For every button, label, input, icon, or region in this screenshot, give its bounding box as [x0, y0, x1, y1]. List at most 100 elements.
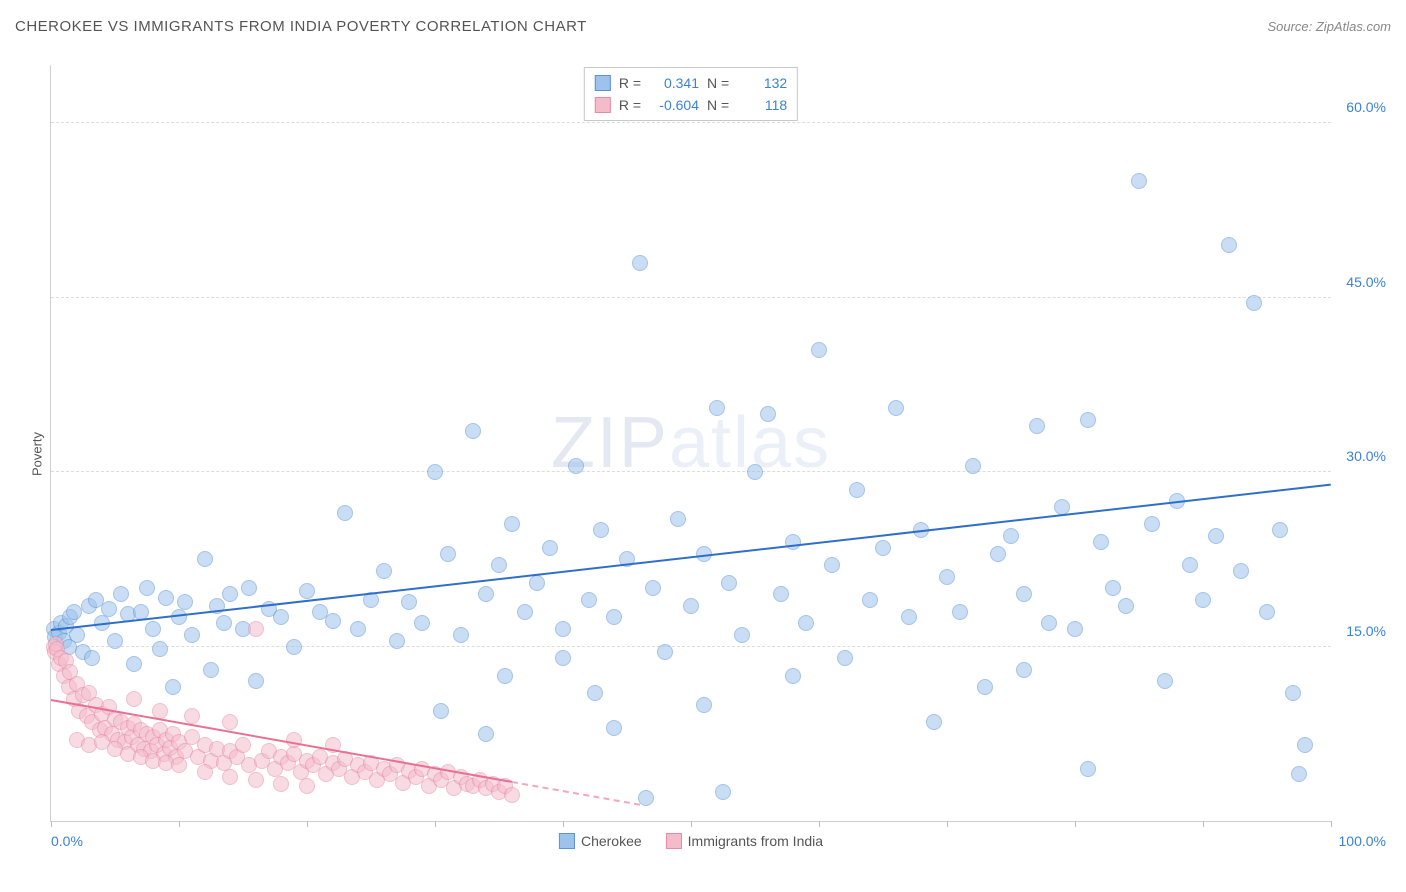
legend-swatch: [559, 833, 575, 849]
data-point: [453, 627, 469, 643]
data-point: [126, 691, 142, 707]
data-point: [1093, 534, 1109, 550]
data-point: [645, 580, 661, 596]
data-point: [248, 772, 264, 788]
data-point: [1003, 528, 1019, 544]
data-point: [529, 575, 545, 591]
data-point: [427, 464, 443, 480]
data-point: [504, 516, 520, 532]
data-point: [1195, 592, 1211, 608]
series-swatch: [595, 97, 611, 113]
data-point: [1016, 586, 1032, 602]
data-point: [66, 604, 82, 620]
data-point: [491, 557, 507, 573]
data-point: [1221, 237, 1237, 253]
data-point: [1157, 673, 1173, 689]
stats-row: R =-0.604N =118: [595, 94, 787, 116]
correlation-stats-box: R =0.341N =132R =-0.604N =118: [584, 67, 798, 121]
legend-swatch: [666, 833, 682, 849]
data-point: [555, 621, 571, 637]
n-label: N =: [707, 94, 729, 116]
y-tick-label: 15.0%: [1346, 623, 1386, 639]
chart-area: Poverty ZIPatlas R =0.341N =132R =-0.604…: [50, 55, 1391, 852]
data-point: [1291, 766, 1307, 782]
data-point: [184, 708, 200, 724]
chart-title: CHEROKEE VS IMMIGRANTS FROM INDIA POVERT…: [15, 18, 587, 35]
x-tick-mark: [179, 821, 180, 827]
data-point: [101, 601, 117, 617]
data-point: [286, 639, 302, 655]
data-point: [504, 787, 520, 803]
trend-line-extrapolated: [512, 781, 640, 806]
data-point: [299, 583, 315, 599]
data-point: [888, 400, 904, 416]
data-point: [1144, 516, 1160, 532]
data-point: [1246, 295, 1262, 311]
data-point: [965, 458, 981, 474]
data-point: [773, 586, 789, 602]
data-point: [248, 673, 264, 689]
chart-header: CHEROKEE VS IMMIGRANTS FROM INDIA POVERT…: [15, 18, 1391, 35]
data-point: [593, 522, 609, 538]
data-point: [785, 668, 801, 684]
data-point: [760, 406, 776, 422]
data-point: [433, 703, 449, 719]
data-point: [1182, 557, 1198, 573]
data-point: [139, 580, 155, 596]
data-point: [158, 590, 174, 606]
data-point: [184, 627, 200, 643]
data-point: [145, 621, 161, 637]
data-point: [165, 679, 181, 695]
data-point: [1285, 685, 1301, 701]
data-point: [171, 609, 187, 625]
data-point: [875, 540, 891, 556]
data-point: [657, 644, 673, 660]
data-point: [1118, 598, 1134, 614]
data-point: [824, 557, 840, 573]
data-point: [376, 563, 392, 579]
data-point: [113, 586, 129, 602]
data-point: [709, 400, 725, 416]
legend-item: Cherokee: [559, 833, 642, 849]
data-point: [69, 627, 85, 643]
data-point: [241, 580, 257, 596]
x-tick-mark: [1331, 821, 1332, 827]
y-tick-label: 30.0%: [1346, 448, 1386, 464]
data-point: [1259, 604, 1275, 620]
data-point: [837, 650, 853, 666]
x-tick-mark: [435, 821, 436, 827]
x-tick-mark: [691, 821, 692, 827]
data-point: [632, 255, 648, 271]
data-point: [222, 586, 238, 602]
n-label: N =: [707, 72, 729, 94]
chart-source: Source: ZipAtlas.com: [1267, 19, 1391, 34]
data-point: [171, 757, 187, 773]
data-point: [606, 609, 622, 625]
n-value: 118: [737, 94, 787, 116]
data-point: [939, 569, 955, 585]
data-point: [952, 604, 968, 620]
data-point: [568, 458, 584, 474]
r-label: R =: [619, 72, 641, 94]
series-swatch: [595, 75, 611, 91]
data-point: [926, 714, 942, 730]
data-point: [84, 650, 100, 666]
data-point: [1080, 761, 1096, 777]
x-tick-mark: [563, 821, 564, 827]
data-point: [203, 662, 219, 678]
data-point: [273, 776, 289, 792]
data-point: [638, 790, 654, 806]
r-label: R =: [619, 94, 641, 116]
data-point: [465, 423, 481, 439]
data-point: [177, 594, 193, 610]
data-point: [542, 540, 558, 556]
data-point: [152, 703, 168, 719]
data-point: [478, 726, 494, 742]
data-point: [222, 769, 238, 785]
data-point: [1233, 563, 1249, 579]
data-point: [977, 679, 993, 695]
data-point: [401, 594, 417, 610]
x-tick-mark: [1075, 821, 1076, 827]
data-point: [1067, 621, 1083, 637]
data-point: [1131, 173, 1147, 189]
